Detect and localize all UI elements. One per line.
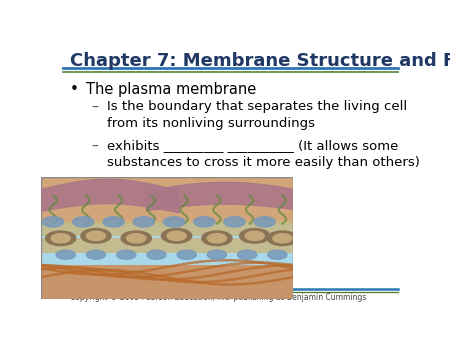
Circle shape: [42, 217, 64, 227]
Text: •: •: [70, 82, 79, 97]
Circle shape: [73, 217, 94, 227]
Circle shape: [147, 250, 166, 259]
Circle shape: [162, 228, 192, 243]
Polygon shape: [40, 179, 179, 213]
Circle shape: [273, 234, 292, 243]
Circle shape: [194, 217, 215, 227]
Text: Chapter 7: Membrane Structure and Function: Chapter 7: Membrane Structure and Functi…: [70, 52, 450, 70]
Circle shape: [86, 250, 105, 259]
Circle shape: [202, 231, 232, 246]
Circle shape: [177, 250, 196, 259]
Text: –: –: [91, 140, 98, 153]
Bar: [40, 265, 292, 299]
Circle shape: [51, 234, 70, 243]
Circle shape: [56, 250, 75, 259]
Polygon shape: [146, 182, 292, 211]
Circle shape: [268, 250, 287, 259]
Circle shape: [245, 231, 264, 240]
Bar: [40, 238, 292, 253]
Circle shape: [86, 231, 105, 240]
Text: Copyright © 2005 Pearson Education, Inc. publishing as Benjamin Cummings: Copyright © 2005 Pearson Education, Inc.…: [70, 293, 367, 302]
Circle shape: [117, 250, 136, 259]
Circle shape: [81, 228, 111, 243]
Circle shape: [254, 217, 275, 227]
Circle shape: [239, 228, 270, 243]
Text: Is the boundary that separates the living cell
from its nonliving surroundings: Is the boundary that separates the livin…: [107, 100, 407, 130]
Text: Figure 7.1: Figure 7.1: [70, 273, 130, 283]
Circle shape: [207, 234, 226, 243]
Circle shape: [238, 250, 256, 259]
Circle shape: [127, 234, 146, 243]
Circle shape: [163, 217, 184, 227]
Circle shape: [167, 231, 186, 240]
Bar: [40, 177, 292, 224]
Text: –: –: [91, 100, 98, 115]
Circle shape: [224, 217, 245, 227]
Circle shape: [45, 231, 76, 246]
Text: exhibits _________ __________ (It allows some
substances to cross it more easily: exhibits _________ __________ (It allows…: [107, 140, 420, 169]
Circle shape: [103, 217, 124, 227]
Circle shape: [267, 231, 297, 246]
Circle shape: [207, 250, 226, 259]
Circle shape: [133, 217, 154, 227]
Bar: [40, 221, 292, 236]
Text: The plasma membrane: The plasma membrane: [86, 82, 256, 97]
Circle shape: [121, 231, 151, 246]
